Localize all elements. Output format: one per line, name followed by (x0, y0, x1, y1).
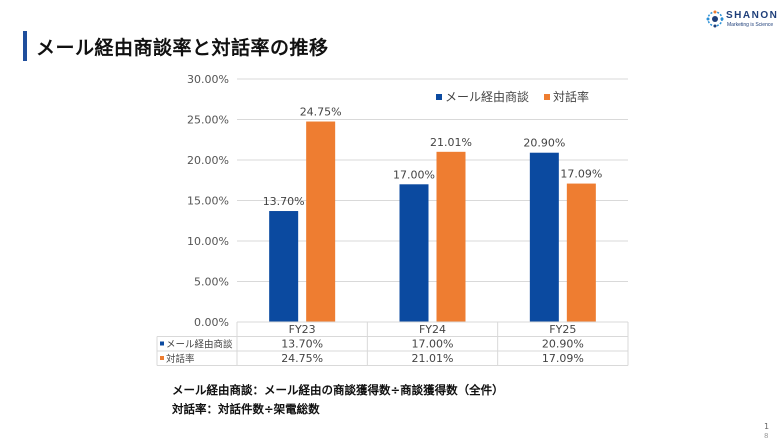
table-cell-value: 17.00% (412, 338, 454, 351)
y-tick-label: 10.00% (187, 235, 229, 248)
y-tick-label: 30.00% (187, 73, 229, 86)
bar-data-label: 24.75% (300, 106, 342, 119)
table-cell-value: 21.01% (412, 352, 454, 365)
legend-label: 対話率 (553, 89, 589, 104)
page-number-sub: 8 (764, 432, 769, 440)
definition-note-meeting: メール経由商談：メール経由の商談獲得数÷商談獲得数（全件） (172, 383, 504, 397)
table-legend-swatch (160, 356, 164, 360)
bar-data-label: 21.01% (430, 136, 472, 149)
y-tick-label: 15.00% (187, 195, 229, 208)
logo-tagline: Marketing is Science (727, 22, 774, 28)
table-cell-value: 20.90% (542, 338, 584, 351)
table-cell-value: 24.75% (281, 352, 323, 365)
page-title: メール経由商談率と対話率の推移 (36, 37, 329, 59)
bar (436, 151, 466, 322)
definition-note-dialogue: 対話率：対話件数÷架電総数 (172, 402, 320, 416)
bar-data-label: 20.90% (523, 137, 565, 150)
company-logo: SHANON Marketing is Science (706, 8, 779, 32)
page-number: 1 (764, 422, 770, 431)
bar (399, 184, 429, 322)
logo-mark-icon (706, 10, 724, 28)
y-tick-label: 5.00% (194, 276, 229, 289)
x-category-label: FY23 (289, 323, 316, 336)
table-series-name: メール経由商談 (166, 339, 233, 351)
table-legend-swatch (160, 341, 164, 346)
legend-swatch (436, 94, 442, 100)
bar (566, 183, 596, 322)
bar-data-label: 17.00% (393, 168, 435, 181)
x-category-label: FY24 (419, 323, 446, 336)
table-cell-value: 13.70% (281, 338, 323, 351)
bar (269, 211, 299, 322)
y-tick-label: 25.00% (187, 114, 229, 127)
logo-text: SHANON (726, 10, 779, 21)
table-cell-value: 17.09% (542, 352, 584, 365)
x-category-label: FY25 (549, 323, 576, 336)
y-tick-label: 0.00% (194, 316, 229, 329)
y-tick-label: 20.00% (187, 154, 229, 167)
title-accent-bar (23, 31, 27, 61)
bar-data-label: 17.09% (560, 168, 602, 181)
legend-swatch (544, 94, 550, 100)
bar-data-label: 13.70% (263, 195, 305, 208)
table-series-name: 対話率 (166, 353, 195, 365)
legend-label: メール経由商談 (445, 89, 529, 104)
bar (306, 121, 336, 323)
bar (529, 152, 559, 322)
